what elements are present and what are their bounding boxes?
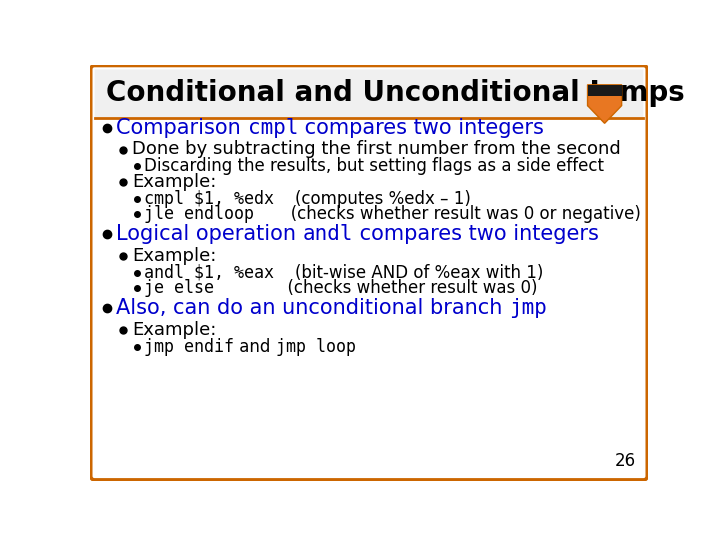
- Text: Discarding the results, but setting flags as a side effect: Discarding the results, but setting flag…: [144, 158, 604, 176]
- Text: 26: 26: [616, 452, 636, 470]
- Text: Comparison: Comparison: [117, 118, 248, 138]
- Text: jmp loop: jmp loop: [276, 338, 356, 356]
- Text: compares two integers: compares two integers: [298, 118, 544, 138]
- Text: andl: andl: [303, 224, 354, 244]
- Text: (computes %edx – 1): (computes %edx – 1): [274, 190, 471, 208]
- Text: Example:: Example:: [132, 321, 216, 339]
- Text: cmpl $1, %edx: cmpl $1, %edx: [144, 190, 274, 208]
- Text: Conditional and Unconditional Jumps: Conditional and Unconditional Jumps: [106, 79, 684, 107]
- Text: cmpl: cmpl: [248, 118, 298, 138]
- Text: Example:: Example:: [132, 173, 216, 191]
- FancyBboxPatch shape: [91, 65, 647, 480]
- Text: (bit-wise AND of %eax with 1): (bit-wise AND of %eax with 1): [274, 264, 544, 282]
- Text: compares two integers: compares two integers: [354, 224, 599, 244]
- Polygon shape: [588, 85, 621, 96]
- Text: and: and: [234, 338, 276, 356]
- Text: (checks whether result was 0): (checks whether result was 0): [215, 279, 538, 297]
- Text: Also, can do an unconditional branch: Also, can do an unconditional branch: [117, 298, 509, 318]
- Polygon shape: [588, 85, 621, 123]
- Text: je else: je else: [144, 279, 215, 297]
- Text: andl $1, %eax: andl $1, %eax: [144, 264, 274, 282]
- FancyBboxPatch shape: [94, 70, 644, 117]
- Text: (checks whether result was 0 or negative): (checks whether result was 0 or negative…: [254, 205, 641, 223]
- Text: Done by subtracting the first number from the second: Done by subtracting the first number fro…: [132, 140, 621, 159]
- Text: Logical operation: Logical operation: [117, 224, 303, 244]
- Polygon shape: [593, 97, 617, 119]
- Text: jmp: jmp: [509, 298, 547, 318]
- Text: jmp endif: jmp endif: [144, 338, 234, 356]
- Text: jle endloop: jle endloop: [144, 205, 254, 223]
- Text: Example:: Example:: [132, 247, 216, 265]
